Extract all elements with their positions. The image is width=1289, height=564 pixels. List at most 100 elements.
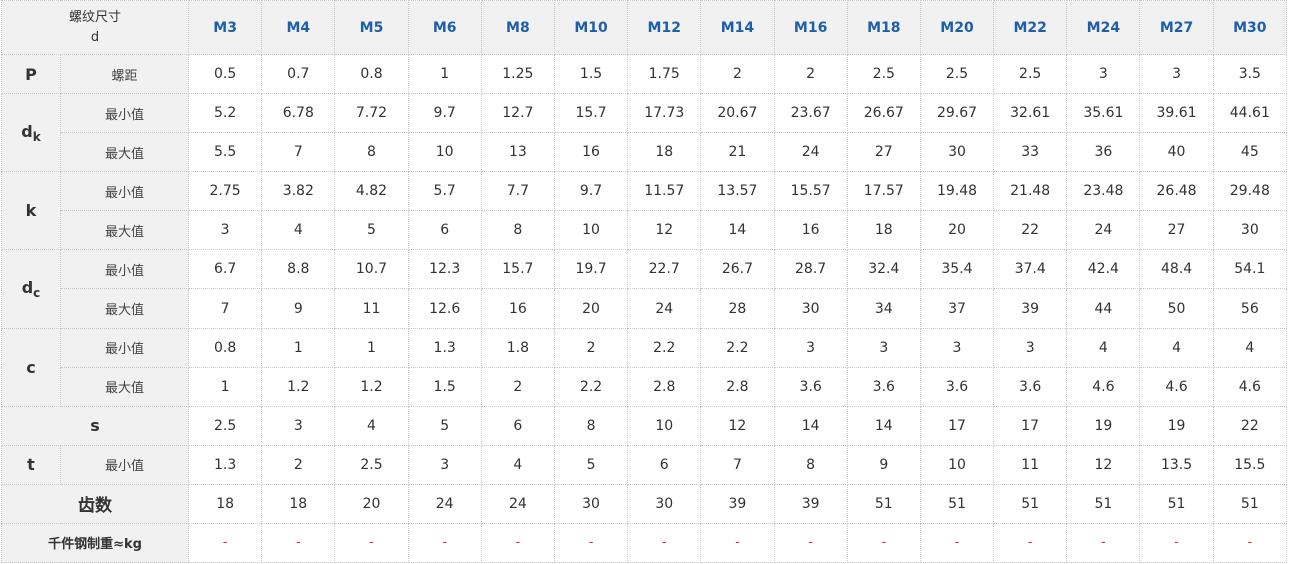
value-cell: 9 [261,288,336,329]
row-label-min: 最小值 [59,93,190,134]
value-cell: 1 [261,327,336,368]
value-cell: 22 [1212,405,1288,446]
value-cell: - [993,522,1068,564]
value-cell: 12.3 [407,249,482,290]
value-cell: - [1212,522,1288,564]
size-header-cell: M3 [188,0,263,56]
symbol-P: P [1,54,61,95]
value-cell: 7 [261,132,336,173]
value-cell: - [553,522,629,564]
value-cell: 1.5 [553,54,629,95]
value-cell: 6 [407,210,482,251]
row-label-min: 最小值 [59,444,190,485]
value-cell: 30 [627,483,702,524]
symbol-c: c [1,327,61,407]
value-cell: 33 [993,132,1068,173]
value-cell: 4.6 [1212,366,1288,407]
value-cell: 2 [480,366,555,407]
symbol-t: t [1,444,61,485]
value-cell: 28.7 [773,249,848,290]
size-header-cell: M16 [773,0,848,56]
value-cell: 39 [773,483,848,524]
value-cell: 7.7 [480,171,555,212]
value-cell: 5 [553,444,629,485]
value-cell: 26.48 [1139,171,1214,212]
value-cell: 4 [334,405,409,446]
value-cell: - [261,522,336,564]
value-cell: 10.7 [334,249,409,290]
value-cell: - [919,522,995,564]
value-cell: 30 [773,288,848,329]
value-cell: 24 [407,483,482,524]
row-label-min: 最小值 [59,249,190,290]
value-cell: 3 [846,327,921,368]
value-cell: 37 [919,288,995,329]
value-cell: 13.57 [700,171,775,212]
value-cell: 9 [846,444,921,485]
row-label-max: 最大值 [59,132,190,173]
value-cell: 24 [627,288,702,329]
row-c-min: c 最小值 0.8 1 1 1.3 1.8 2 2.2 2.2 3 3 3 3 4 4 4 [1,327,1288,407]
value-cell: 19 [1139,405,1214,446]
value-cell: 36 [1066,132,1141,173]
symbol-dk: dk [1,93,61,173]
value-cell: 23.67 [773,93,848,134]
thread-size-label: 螺纹尺寸 [69,9,122,25]
value-cell: 5.2 [188,93,263,134]
value-cell: 1 [334,327,409,368]
value-cell: 3 [261,405,336,446]
value-cell: 37.4 [993,249,1068,290]
value-cell: 10 [553,210,629,251]
value-cell: - [480,522,555,564]
row-label-max: 最大值 [59,366,190,407]
value-cell: 1.2 [334,366,409,407]
value-cell: 4.82 [334,171,409,212]
row-label-min: 最小值 [59,327,190,368]
header-row: 螺纹尺寸 d M3 M4 M5 M6 M8 M10 M12 M14 M16 M18 M20 M22 M2… [0,0,1288,56]
value-cell: 44 [1066,288,1141,329]
value-cell: 3 [773,327,848,368]
value-cell: 17.73 [627,93,702,134]
value-cell: - [1066,522,1141,564]
value-cell: 51 [846,483,921,524]
value-cell: 8 [334,132,409,173]
value-cell: 8 [773,444,848,485]
size-header-cell: M24 [1066,0,1141,56]
value-cell: 8 [553,405,629,446]
value-cell: 1.75 [627,54,702,95]
value-cell: 23.48 [1066,171,1141,212]
value-cell: 18 [627,132,702,173]
value-cell: - [700,522,775,564]
value-cell: 2.2 [627,327,702,368]
value-cell: 4.6 [1139,366,1214,407]
row-dk-max: 最大值 5.5 7 8 10 13 16 18 21 24 27 30 33 36 40 45 [2,132,1288,173]
value-cell: 11 [993,444,1068,485]
value-cell: 4 [1066,327,1141,368]
value-cell: 12 [627,210,702,251]
value-cell: 7 [700,444,775,485]
value-cell: 29.48 [1212,171,1288,212]
value-cell: 2 [553,327,629,368]
value-cell: 13 [480,132,555,173]
value-cell: 39 [993,288,1068,329]
value-cell: 12 [700,405,775,446]
row-label-pitch: 螺距 [59,54,190,95]
value-cell: 13.5 [1139,444,1214,485]
value-cell: 14 [773,405,848,446]
size-header-cell: M20 [919,0,995,56]
value-cell: 27 [846,132,921,173]
value-cell: 7 [188,288,263,329]
value-cell: 9.7 [553,171,629,212]
size-header-cell: M4 [261,0,336,56]
value-cell: 0.8 [334,54,409,95]
value-cell: 34 [846,288,921,329]
value-cell: 24 [480,483,555,524]
value-cell: 8 [480,210,555,251]
size-header-cell: M27 [1139,0,1214,56]
value-cell: 16 [553,132,629,173]
value-cell: - [334,522,409,564]
value-cell: 20 [919,210,995,251]
value-cell: 2.2 [700,327,775,368]
row-dk-min: dk 最小值 5.2 6.78 7.72 9.7 12.7 15.7 17.73 20.67 23.… [1,93,1288,173]
value-cell: 15.7 [553,93,629,134]
